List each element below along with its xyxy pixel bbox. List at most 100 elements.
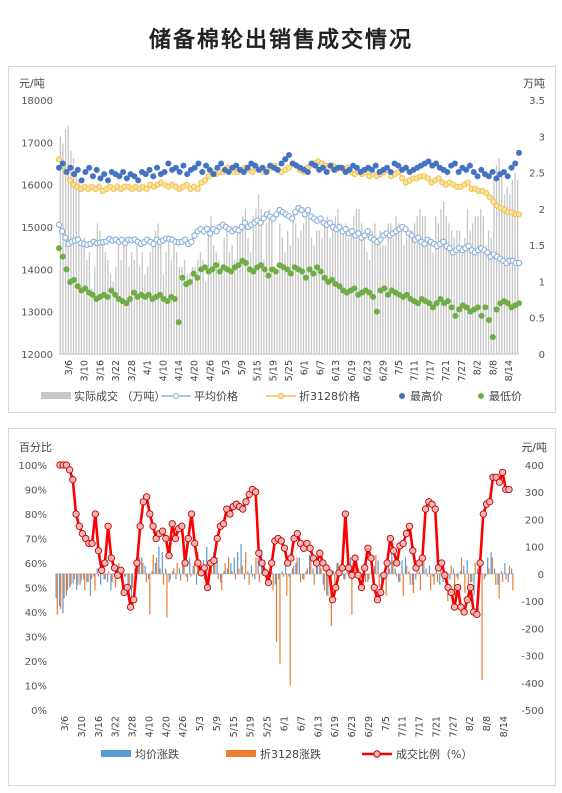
change-3128-bar	[286, 573, 288, 596]
volume-bar	[331, 223, 334, 354]
volume-bar	[70, 150, 72, 354]
change-3128-bar	[73, 573, 76, 580]
x-tick-label: 4/1	[143, 360, 154, 375]
change-3128-bar	[412, 573, 415, 593]
avg-change-bar	[271, 571, 273, 574]
volume-bar	[64, 129, 67, 354]
volume-bar	[363, 237, 366, 354]
avg-change-bar	[274, 573, 276, 585]
min-price-point	[486, 317, 493, 324]
volume-bar	[133, 259, 136, 354]
avg-change-bar	[439, 573, 441, 585]
volume-bar	[157, 223, 159, 354]
avg-change-bar	[134, 568, 136, 574]
volume-bar	[458, 230, 461, 354]
volume-bar	[220, 266, 223, 354]
change-3128-bar	[104, 573, 106, 580]
avg-change-bar	[219, 573, 222, 583]
volume-bar	[99, 230, 101, 354]
change-3128-bar	[248, 573, 250, 585]
ratio-point	[187, 510, 196, 518]
avg-change-bar	[377, 560, 379, 574]
x-tick-label: 3/16	[95, 360, 106, 381]
change-3128-bar	[388, 568, 391, 574]
avg-change-bar	[106, 573, 109, 583]
max-price-point	[402, 164, 409, 171]
change-3128-bar	[176, 563, 178, 574]
avg-change-bar	[285, 565, 287, 574]
change-3128-bar	[436, 573, 439, 583]
ratio-point	[242, 498, 250, 506]
change-3128-bar	[347, 571, 350, 574]
change-3128-bar	[231, 571, 233, 574]
volume-bar	[392, 237, 395, 354]
ratio-point	[380, 571, 388, 579]
max-price-point	[319, 164, 326, 171]
y-tick-left: 50%	[25, 584, 47, 595]
price-3128-point	[183, 181, 190, 188]
x-tick-label: 5/9	[212, 716, 223, 731]
volume-bar	[255, 208, 257, 354]
max-price-point	[323, 168, 330, 175]
change-3128-bar	[467, 573, 469, 588]
volume-bar	[321, 237, 323, 354]
ratio-point	[158, 527, 167, 535]
avg-change-bar	[124, 573, 126, 577]
volume-bar	[83, 237, 85, 354]
change-3128-bar	[279, 573, 281, 664]
min-price-point	[482, 304, 489, 311]
avg-price-point	[484, 249, 491, 256]
max-price-point	[203, 162, 210, 169]
min-price-point	[463, 304, 470, 311]
max-price-point	[240, 168, 247, 175]
x-tick-label: 5/19	[268, 360, 279, 381]
change-3128-bar	[368, 573, 370, 580]
legend-label-avg: 平均价格	[194, 389, 238, 403]
volume-bar	[144, 274, 146, 354]
avg-price-point	[292, 208, 299, 216]
change-3128-bar	[180, 573, 182, 581]
min-price-point	[444, 298, 451, 305]
max-price-point	[455, 168, 462, 175]
ratio-point	[364, 544, 372, 552]
volume-bar	[395, 216, 397, 354]
volume-bar	[324, 223, 326, 354]
avg-change-bar	[206, 546, 208, 574]
min-price-point	[272, 268, 279, 275]
volume-bar	[263, 259, 265, 354]
y-tick-right: 0	[538, 570, 544, 581]
ratio-point	[383, 559, 391, 567]
y-tick-left: 100%	[18, 461, 47, 472]
volume-bar	[271, 216, 273, 354]
ratio-point	[133, 559, 141, 567]
min-price-point	[415, 300, 422, 307]
avg-change-bar	[165, 568, 167, 574]
max-price-point	[71, 171, 78, 178]
volume-bar	[257, 194, 260, 354]
x-tick-label: 3/16	[94, 716, 105, 737]
change-3128-bar	[471, 573, 473, 583]
change-3128-bar	[275, 573, 278, 642]
avg-price-point	[301, 211, 308, 218]
volume-bar	[128, 266, 130, 354]
volume-bar	[419, 208, 421, 354]
x-tick-label: 7/27	[448, 716, 459, 737]
avg-change-bar	[247, 571, 249, 574]
change-3128-bar	[351, 573, 353, 615]
avg-change-bar	[243, 573, 246, 580]
min-price-point	[474, 304, 481, 311]
avg-change-bar	[141, 557, 143, 574]
avg-price-point	[188, 238, 195, 246]
change-3128-bar	[245, 552, 247, 574]
legend-label-3128-change: 折3128涨跌	[260, 747, 321, 761]
avg-price-point	[414, 234, 422, 241]
x-tick-label: 5/19	[246, 716, 257, 737]
avg-change-bar	[322, 573, 324, 585]
y-tick-right: 3	[539, 132, 545, 143]
min-price-point	[201, 264, 208, 271]
change-3128-bar	[433, 573, 435, 585]
ratio-point	[463, 596, 471, 604]
min-price-point	[366, 289, 373, 296]
min-price-point	[287, 270, 294, 277]
avg-price-point	[355, 230, 362, 237]
